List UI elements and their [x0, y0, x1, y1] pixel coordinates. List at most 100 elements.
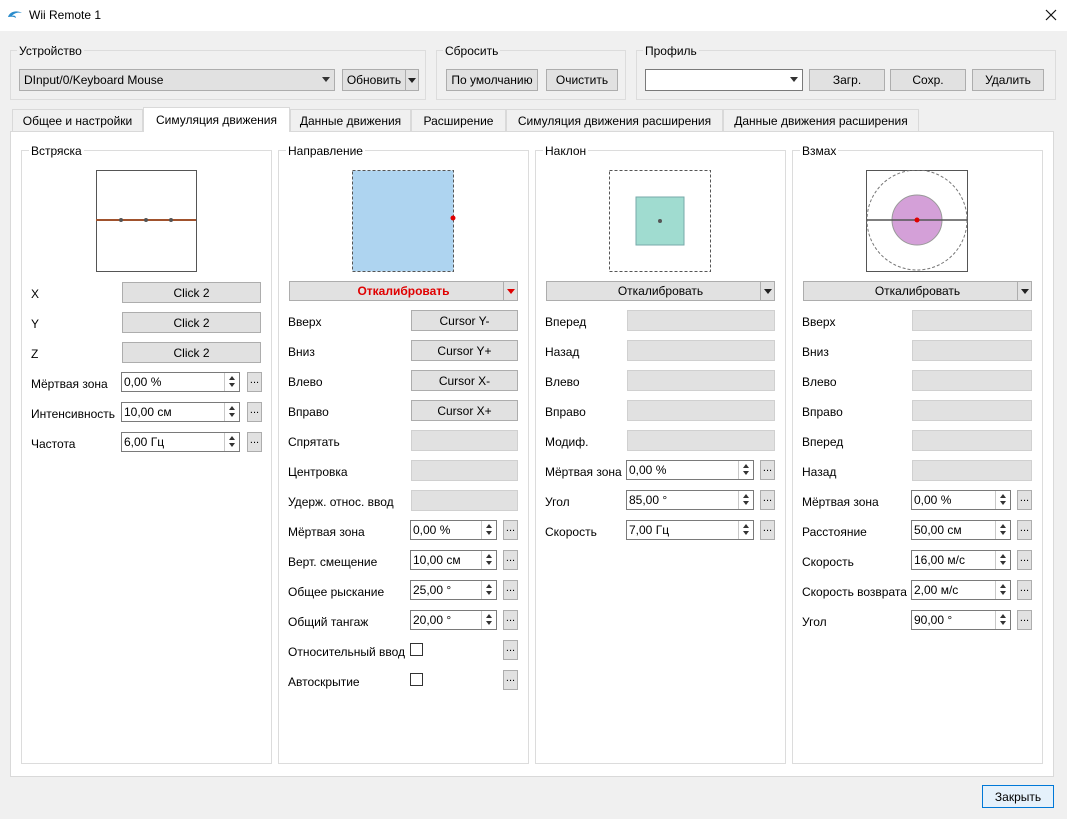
- shake-intensity-more-button[interactable]: ...: [247, 402, 262, 422]
- shake-deadzone-more-button[interactable]: ...: [247, 372, 262, 392]
- tab-extension[interactable]: Расширение: [411, 109, 506, 132]
- tilt-angle-spinbox[interactable]: 85,00 °: [626, 490, 754, 510]
- tilt-left-binding[interactable]: [627, 370, 775, 391]
- swing-right-binding[interactable]: [912, 400, 1032, 421]
- swing-calibrate-button[interactable]: Откалибровать: [803, 281, 1032, 301]
- spin-arrows-icon[interactable]: [481, 611, 496, 629]
- spin-arrows-icon[interactable]: [224, 373, 239, 391]
- direction-down-binding[interactable]: Cursor Y+: [411, 340, 518, 361]
- refresh-button[interactable]: Обновить: [342, 69, 406, 91]
- spinbox-value: 20,00 °: [413, 613, 452, 627]
- tab-motion-simulation[interactable]: Симуляция движения: [143, 107, 290, 132]
- refresh-menu-button[interactable]: [405, 69, 419, 91]
- spin-arrows-icon[interactable]: [738, 491, 753, 509]
- shake-y-binding[interactable]: Click 2: [122, 312, 261, 333]
- direction-right-binding[interactable]: Cursor X+: [411, 400, 518, 421]
- swing-angle-spinbox[interactable]: 90,00 °: [911, 610, 1011, 630]
- shake-z-binding[interactable]: Click 2: [122, 342, 261, 363]
- close-button[interactable]: Закрыть: [982, 785, 1054, 808]
- direction-pitch-spinbox[interactable]: 20,00 °: [410, 610, 497, 630]
- tilt-backward-binding[interactable]: [627, 340, 775, 361]
- tab-extension-motion-simulation[interactable]: Симуляция движения расширения: [506, 109, 723, 132]
- spin-arrows-icon[interactable]: [995, 581, 1010, 599]
- spin-arrows-icon[interactable]: [481, 521, 496, 539]
- swing-return-speed-more-button[interactable]: ...: [1017, 580, 1032, 600]
- spin-arrows-icon[interactable]: [995, 521, 1010, 539]
- swing-deadzone-more-button[interactable]: ...: [1017, 490, 1032, 510]
- direction-hold-relative-binding[interactable]: [411, 490, 518, 511]
- spin-arrows-icon[interactable]: [481, 551, 496, 569]
- direction-up-binding[interactable]: Cursor Y-: [411, 310, 518, 331]
- spin-arrows-icon[interactable]: [481, 581, 496, 599]
- tab-extension-motion-data[interactable]: Данные движения расширения: [723, 109, 919, 132]
- relative-input-checkbox[interactable]: [410, 643, 423, 656]
- device-select[interactable]: DInput/0/Keyboard Mouse: [19, 69, 335, 91]
- tab-general[interactable]: Общее и настройки: [12, 109, 143, 132]
- swing-distance-spinbox[interactable]: 50,00 см: [911, 520, 1011, 540]
- direction-hide-binding[interactable]: [411, 430, 518, 451]
- tilt-speed-more-button[interactable]: ...: [760, 520, 775, 540]
- tilt-right-binding[interactable]: [627, 400, 775, 421]
- direction-left-binding[interactable]: Cursor X-: [411, 370, 518, 391]
- direction-deadzone-more-button[interactable]: ...: [503, 520, 518, 540]
- swing-down-binding[interactable]: [912, 340, 1032, 361]
- shake-z-label: Z: [31, 347, 39, 361]
- direction-yaw-more-button[interactable]: ...: [503, 580, 518, 600]
- spin-arrows-icon[interactable]: [224, 433, 239, 451]
- tab-motion-data[interactable]: Данные движения: [290, 109, 411, 132]
- save-profile-button[interactable]: Сохр.: [890, 69, 966, 91]
- swing-angle-more-button[interactable]: ...: [1017, 610, 1032, 630]
- shake-frequency-more-button[interactable]: ...: [247, 432, 262, 452]
- shake-frequency-spinbox[interactable]: 6,00 Гц: [121, 432, 240, 452]
- spin-arrows-icon[interactable]: [738, 461, 753, 479]
- tilt-deadzone-more-button[interactable]: ...: [760, 460, 775, 480]
- spin-arrows-icon[interactable]: [995, 551, 1010, 569]
- swing-up-binding[interactable]: [912, 310, 1032, 331]
- tilt-modifier-binding[interactable]: [627, 430, 775, 451]
- direction-yaw-spinbox[interactable]: 25,00 °: [410, 580, 497, 600]
- close-window-button[interactable]: [1040, 5, 1062, 25]
- direction-vertical-offset-spinbox[interactable]: 10,00 см: [410, 550, 497, 570]
- spin-arrows-icon[interactable]: [738, 521, 753, 539]
- direction-recenter-binding[interactable]: [411, 460, 518, 481]
- shake-intensity-spinbox[interactable]: 10,00 см: [121, 402, 240, 422]
- clear-button[interactable]: Очистить: [546, 69, 618, 91]
- swing-speed-spinbox[interactable]: 16,00 м/с: [911, 550, 1011, 570]
- swing-distance-more-button[interactable]: ...: [1017, 520, 1032, 540]
- relative-input-more-button[interactable]: ...: [503, 640, 518, 660]
- direction-calibrate-button[interactable]: Откалибровать: [289, 281, 518, 301]
- direction-deadzone-spinbox[interactable]: 0,00 %: [410, 520, 497, 540]
- swing-up-label: Вверх: [802, 315, 836, 329]
- swing-left-binding[interactable]: [912, 370, 1032, 391]
- tilt-angle-more-button[interactable]: ...: [760, 490, 775, 510]
- reset-default-button[interactable]: По умолчанию: [446, 69, 538, 91]
- tilt-deadzone-spinbox[interactable]: 0,00 %: [626, 460, 754, 480]
- direction-pitch-more-button[interactable]: ...: [503, 610, 518, 630]
- tilt-deadzone-label: Мёртвая зона: [545, 465, 622, 479]
- tilt-calibrate-button[interactable]: Откалибровать: [546, 281, 775, 301]
- spinbox-value: 25,00 °: [413, 583, 452, 597]
- shake-x-binding[interactable]: Click 2: [122, 282, 261, 303]
- swing-forward-binding[interactable]: [912, 430, 1032, 451]
- chevron-down-icon[interactable]: [503, 282, 517, 300]
- spinbox-value: 10,00 см: [124, 405, 172, 419]
- swing-return-speed-spinbox[interactable]: 2,00 м/с: [911, 580, 1011, 600]
- profile-select[interactable]: [645, 69, 803, 91]
- swing-deadzone-spinbox[interactable]: 0,00 %: [911, 490, 1011, 510]
- shake-deadzone-spinbox[interactable]: 0,00 %: [121, 372, 240, 392]
- chevron-down-icon[interactable]: [760, 282, 774, 300]
- swing-speed-more-button[interactable]: ...: [1017, 550, 1032, 570]
- direction-vertical-offset-more-button[interactable]: ...: [503, 550, 518, 570]
- auto-hide-checkbox[interactable]: [410, 673, 423, 686]
- tilt-forward-binding[interactable]: [627, 310, 775, 331]
- spin-arrows-icon[interactable]: [995, 491, 1010, 509]
- swing-backward-binding[interactable]: [912, 460, 1032, 481]
- delete-profile-button[interactable]: Удалить: [972, 69, 1044, 91]
- chevron-down-icon[interactable]: [1017, 282, 1031, 300]
- load-profile-button[interactable]: Загр.: [809, 69, 885, 91]
- spin-arrows-icon[interactable]: [995, 611, 1010, 629]
- spin-arrows-icon[interactable]: [224, 403, 239, 421]
- spinbox-value: 6,00 Гц: [124, 435, 165, 449]
- tilt-speed-spinbox[interactable]: 7,00 Гц: [626, 520, 754, 540]
- auto-hide-more-button[interactable]: ...: [503, 670, 518, 690]
